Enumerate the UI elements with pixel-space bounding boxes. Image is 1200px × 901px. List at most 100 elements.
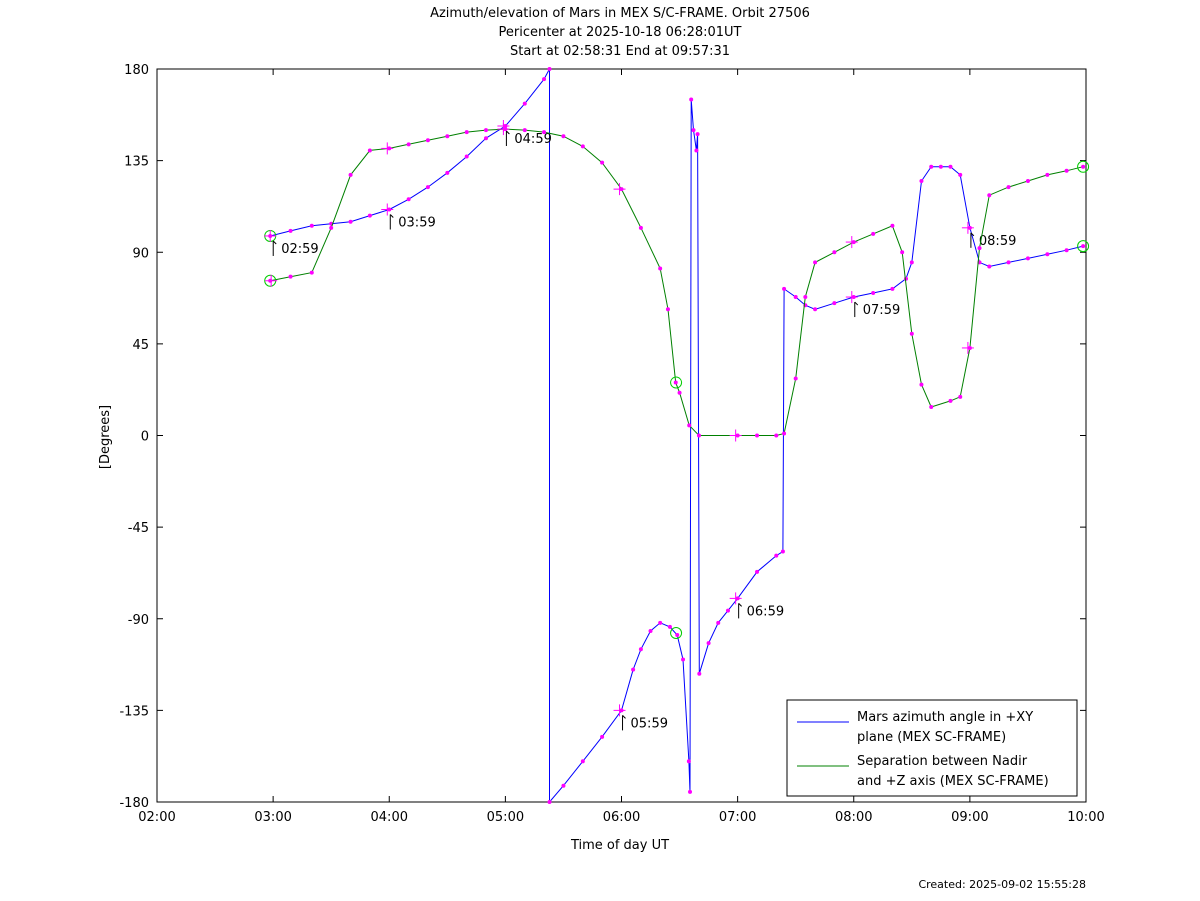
x-axis-label: Time of day UT: [570, 838, 669, 853]
data-point: [483, 128, 488, 133]
x-tick-label: 02:00: [138, 810, 175, 825]
data-point: [948, 164, 953, 169]
x-tick-label: 03:00: [254, 810, 291, 825]
data-point: [547, 67, 552, 71]
legend-label-azimuth-line-1: Mars azimuth angle in +XY: [857, 710, 1033, 725]
data-point: [309, 270, 314, 275]
data-point: [542, 130, 547, 135]
data-point: [919, 178, 924, 183]
y-tick-label: 135: [124, 155, 149, 170]
data-point: [445, 170, 450, 175]
data-point: [697, 671, 702, 676]
data-point: [871, 231, 876, 236]
hour-marker-label: 08:59: [979, 234, 1016, 249]
data-point: [677, 390, 682, 395]
x-tick-label: 09:00: [951, 810, 988, 825]
plot-area: 02:00 03:00 04:00 05:00 06:00 07:00 08:00 09:00…: [119, 63, 1104, 825]
data-point: [1081, 244, 1086, 249]
data-point: [803, 295, 808, 300]
data-point: [288, 274, 293, 279]
data-point: [483, 136, 488, 141]
data-point: [948, 398, 953, 403]
y-tick-label: 45: [132, 338, 149, 353]
data-point: [406, 197, 411, 202]
hour-marker-label: 05:59: [631, 716, 668, 731]
hour-marker-tick: [970, 232, 975, 237]
data-point: [547, 800, 552, 804]
y-tick-label: 0: [141, 430, 149, 445]
hour-marker-tick: [854, 301, 859, 306]
hour-marker-label: 02:59: [281, 242, 318, 257]
data-point: [725, 608, 730, 613]
data-point: [367, 213, 372, 218]
data-point: [987, 193, 992, 198]
data-point: [1064, 168, 1069, 173]
hour-marker-tick: [389, 214, 394, 218]
data-point: [695, 132, 700, 137]
data-point: [696, 433, 701, 438]
data-point: [958, 172, 963, 177]
data-point: [681, 657, 686, 662]
y-tick-label: -180: [119, 796, 149, 811]
data-point: [522, 101, 527, 106]
data-point: [716, 620, 721, 625]
data-point: [813, 307, 818, 312]
data-point: [1025, 178, 1030, 183]
x-tick-label: 08:00: [835, 810, 872, 825]
data-point: [1081, 164, 1086, 169]
data-point: [900, 250, 905, 255]
data-point: [909, 260, 914, 265]
hour-marker-tick: [738, 603, 743, 607]
data-point: [658, 266, 663, 271]
hour-marker-tick: [506, 130, 510, 135]
hour-marker-label: 06:59: [747, 604, 784, 619]
x-tick-label: 07:00: [719, 810, 756, 825]
data-point: [1064, 248, 1069, 253]
data-point: [464, 130, 469, 135]
data-point: [929, 164, 934, 169]
data-point: [871, 290, 876, 295]
hour-marker-label: 07:59: [863, 303, 900, 318]
data-point: [580, 144, 585, 149]
data-point: [706, 641, 711, 646]
data-point: [367, 148, 372, 153]
y-tick-label: 180: [124, 63, 149, 78]
y-tick-label: -90: [128, 613, 149, 628]
data-point: [667, 624, 672, 629]
data-point: [464, 154, 469, 159]
hour-marker-label: 03:59: [398, 215, 435, 230]
y-tick-label: -135: [119, 704, 149, 719]
data-point: [929, 404, 934, 409]
x-tick-label: 05:00: [487, 810, 524, 825]
data-point: [631, 667, 636, 672]
hour-marker-tick: [272, 240, 277, 245]
y-tick-label: 90: [132, 246, 149, 261]
x-tick-label: 10:00: [1067, 810, 1104, 825]
data-point: [1006, 260, 1011, 265]
data-point: [755, 433, 760, 438]
data-point: [987, 264, 992, 269]
data-point: [542, 77, 547, 82]
data-point: [780, 549, 785, 554]
data-point: [774, 433, 779, 438]
data-point: [938, 164, 943, 169]
legend: Mars azimuth angle in +XY plane (MEX SC-…: [786, 699, 1078, 797]
data-point: [793, 295, 798, 300]
data-point: [658, 620, 663, 625]
data-point: [1045, 252, 1050, 257]
chart-title-line-1: Azimuth/elevation of Mars in MEX S/C-FRA…: [430, 6, 810, 21]
data-point: [890, 286, 895, 291]
data-point: [977, 246, 982, 251]
data-point: [694, 148, 699, 153]
legend-label-separation-line-1: Separation between Nadir: [857, 754, 1028, 769]
data-point: [832, 250, 837, 255]
legend-label-separation-line-2: and +Z axis (MEX SC-FRAME): [857, 774, 1049, 789]
data-point: [425, 138, 430, 143]
data-point: [600, 734, 605, 739]
data-point: [648, 628, 653, 633]
data-point: [793, 376, 798, 381]
data-point: [348, 219, 353, 224]
data-point: [958, 394, 963, 399]
data-point: [782, 286, 787, 291]
x-tick-label: 06:00: [603, 810, 640, 825]
